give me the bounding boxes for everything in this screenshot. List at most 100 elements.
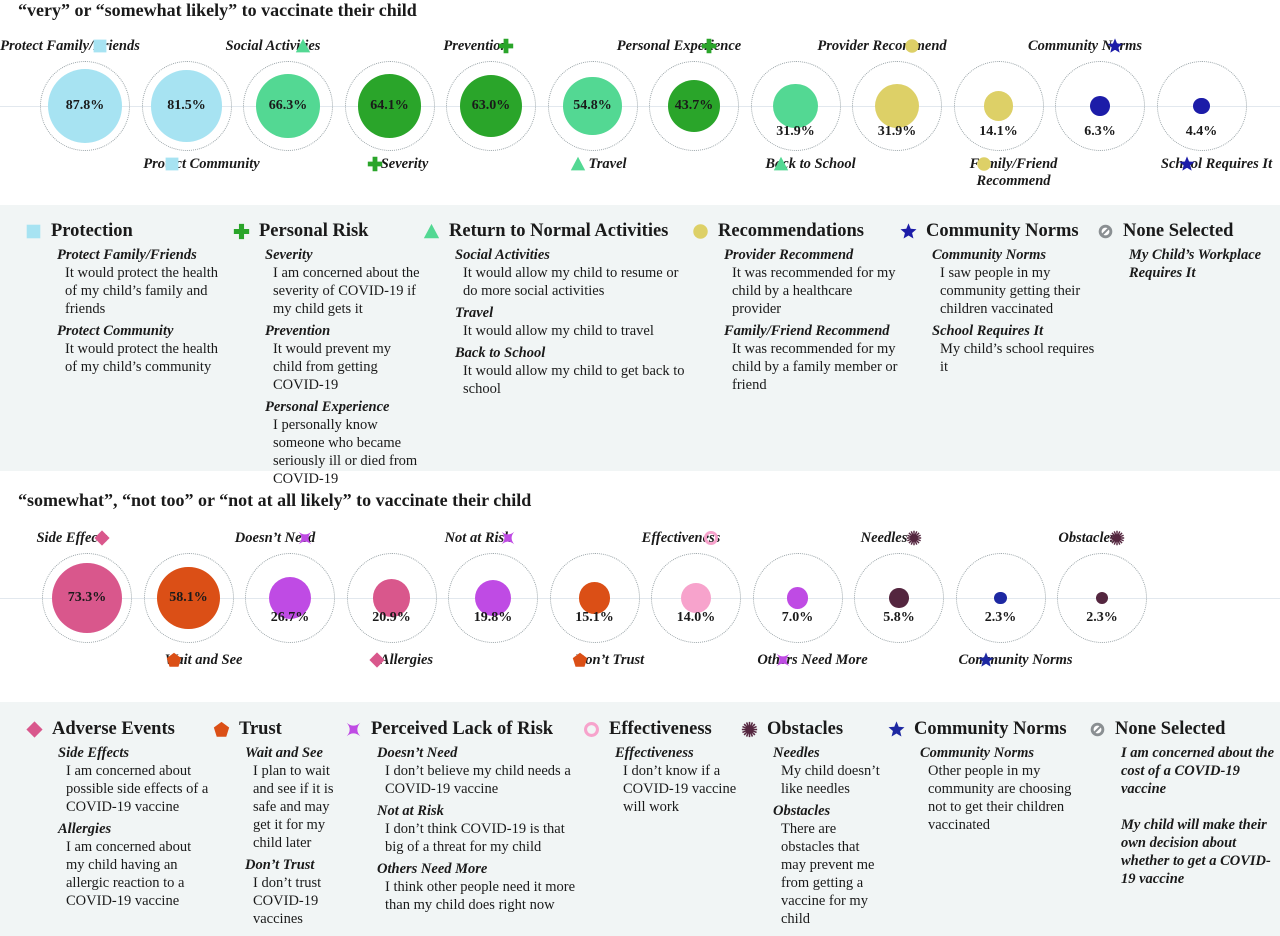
- legend-category-name: Return to Normal Activities: [449, 221, 669, 241]
- bubble-label: Protect Family/Friends: [0, 38, 140, 54]
- legend-item-title: Back to School: [455, 345, 546, 361]
- bubble: [1193, 97, 1210, 115]
- bubble-label: Side Effects: [36, 530, 108, 546]
- bubble: [372, 579, 411, 617]
- legend-item: Prevention It would prevent my child from…: [265, 322, 423, 394]
- legend-category-name: Community Norms: [914, 719, 1067, 739]
- bubble-value-label: 54.8%: [573, 98, 612, 113]
- bubble-marker: [94, 530, 110, 546]
- bubble-label: Family/Friend Recommend: [969, 156, 1058, 189]
- bubble-value-label: 81.5%: [167, 98, 206, 113]
- bubble-ring: [245, 553, 335, 643]
- legend-category-name: Community Norms: [926, 221, 1079, 241]
- legend-item-title: Don’t Trust: [245, 857, 315, 873]
- bubble: [48, 69, 122, 143]
- bubble-ring: [854, 553, 944, 643]
- star-icon: [1107, 38, 1123, 53]
- bubble-marker: [1109, 530, 1125, 546]
- legend-item-description: It would allow my child to resume or do …: [463, 265, 679, 299]
- legend-category-title: None Selected: [1089, 719, 1280, 740]
- legend-item: Social Activities It would allow my child…: [455, 246, 692, 300]
- bubble: [680, 582, 712, 614]
- bubble-marker: [904, 38, 920, 54]
- square-icon: [165, 157, 178, 171]
- legend-category: Community Norms Community Norms Other peop…: [888, 719, 1089, 834]
- bubble: [255, 73, 321, 139]
- square-icon: [93, 39, 107, 53]
- legend-item: Protect Family/Friends It would protect t…: [57, 246, 233, 318]
- burst-icon: [1109, 530, 1125, 546]
- legend-category-name: Obstacles: [767, 719, 844, 739]
- legend-item: Personal Experience I personally know som…: [265, 398, 423, 488]
- ring-icon: [584, 722, 599, 737]
- pentagon-icon: [213, 721, 230, 737]
- bubble-value-label: 20.9%: [372, 610, 411, 625]
- bubble-label: Not at Risk: [444, 530, 512, 546]
- bubble-ring: [547, 61, 638, 151]
- bubble-label: Obstacles: [1058, 530, 1116, 546]
- triangle-icon: [570, 156, 585, 171]
- legend-note: I am concerned about the cost of a COVID…: [1121, 745, 1275, 797]
- bubble-value-label: 6.3%: [1084, 124, 1116, 139]
- legend-category-name: Trust: [239, 719, 282, 739]
- legend-item-title: Community Norms: [920, 745, 1035, 761]
- square-icon: [26, 224, 41, 239]
- bubble-ring: [1156, 61, 1247, 151]
- legend-item-title: School Requires It: [932, 323, 1044, 339]
- ring-icon: [703, 530, 719, 546]
- bubble-label: Prevention: [443, 38, 509, 54]
- triangle-icon: [295, 38, 311, 53]
- bubble: [578, 582, 611, 614]
- bubble-label: Effectiveness: [641, 530, 721, 546]
- bubble-value-label: 5.8%: [883, 610, 915, 625]
- legend-item: Needles My child doesn’t like needles: [773, 744, 888, 798]
- bubble: [773, 83, 818, 129]
- bubble-label: Allergies: [379, 652, 434, 668]
- legend-category-title: Perceived Lack of Risk: [345, 719, 583, 740]
- legend-item: Obstacles There are obstacles that may pr…: [773, 802, 888, 928]
- bubble-value-label: 14.1%: [979, 124, 1018, 139]
- legend-item: Wait and See I plan to wait and see if it…: [245, 744, 345, 852]
- bubble-ring: [1055, 61, 1145, 151]
- bubble: [889, 588, 909, 608]
- bubble-value-label: 14.0%: [676, 610, 716, 625]
- bubble-marker: [976, 156, 992, 172]
- bubble-marker: [773, 156, 789, 172]
- bubble: [474, 579, 512, 617]
- legend-item-title: Effectiveness: [615, 745, 694, 761]
- bubble: [157, 566, 220, 630]
- bubble-value-label: 87.8%: [65, 98, 105, 113]
- legend-item: Family/Friend Recommend It was recommende…: [724, 322, 900, 394]
- axis-line: [0, 106, 1280, 107]
- legend-category-name: Personal Risk: [259, 221, 369, 241]
- legend-category-name: Perceived Lack of Risk: [371, 719, 554, 739]
- legend-item: Effectiveness I don’t know if a COVID-19 …: [615, 744, 741, 816]
- bubble-marker: [977, 652, 994, 668]
- legend-category: Adverse Events Side Effects I am concerned…: [26, 719, 213, 910]
- bubble: [1090, 96, 1110, 116]
- legend-note: My child will make their own decision ab…: [1121, 817, 1271, 887]
- legend-item-title: Others Need More: [377, 861, 488, 877]
- legend-item-title: Obstacles: [773, 803, 831, 819]
- legend-category-name: Recommendations: [718, 221, 864, 241]
- bubble-ring: [549, 553, 640, 643]
- legend-item-description: I am concerned about the severity of COV…: [273, 265, 420, 317]
- legend-item: Don’t Trust I don’t trust COVID-19 vaccin…: [245, 856, 345, 928]
- bubble: [1095, 591, 1109, 605]
- legend-item-description: I am concerned about possible side effec…: [66, 763, 209, 815]
- legend-item-title: Travel: [455, 305, 494, 321]
- legend-category-title: Adverse Events: [26, 719, 213, 740]
- legend-category-name: Adverse Events: [52, 719, 175, 739]
- legend-category-title: Community Norms: [900, 221, 1097, 242]
- legend-item-title: Community Norms: [932, 247, 1047, 263]
- legend-item: Severity I am concerned about the severit…: [265, 246, 423, 318]
- legend-category-title: Community Norms: [888, 719, 1089, 740]
- legend-item-description: It would allow my child to get back to s…: [463, 363, 685, 397]
- bubble-value-label: 58.1%: [169, 590, 208, 605]
- bubble-ring: [649, 61, 739, 151]
- diamond-icon: [368, 652, 385, 668]
- bubble-ring: [953, 61, 1044, 151]
- legend-item: Community Norms I saw people in my commun…: [932, 246, 1097, 318]
- top-section-heading: “very” or “somewhat likely” to vaccinate…: [18, 0, 417, 20]
- legend-category: Obstacles Needles My child doesn’t like ne…: [741, 719, 888, 928]
